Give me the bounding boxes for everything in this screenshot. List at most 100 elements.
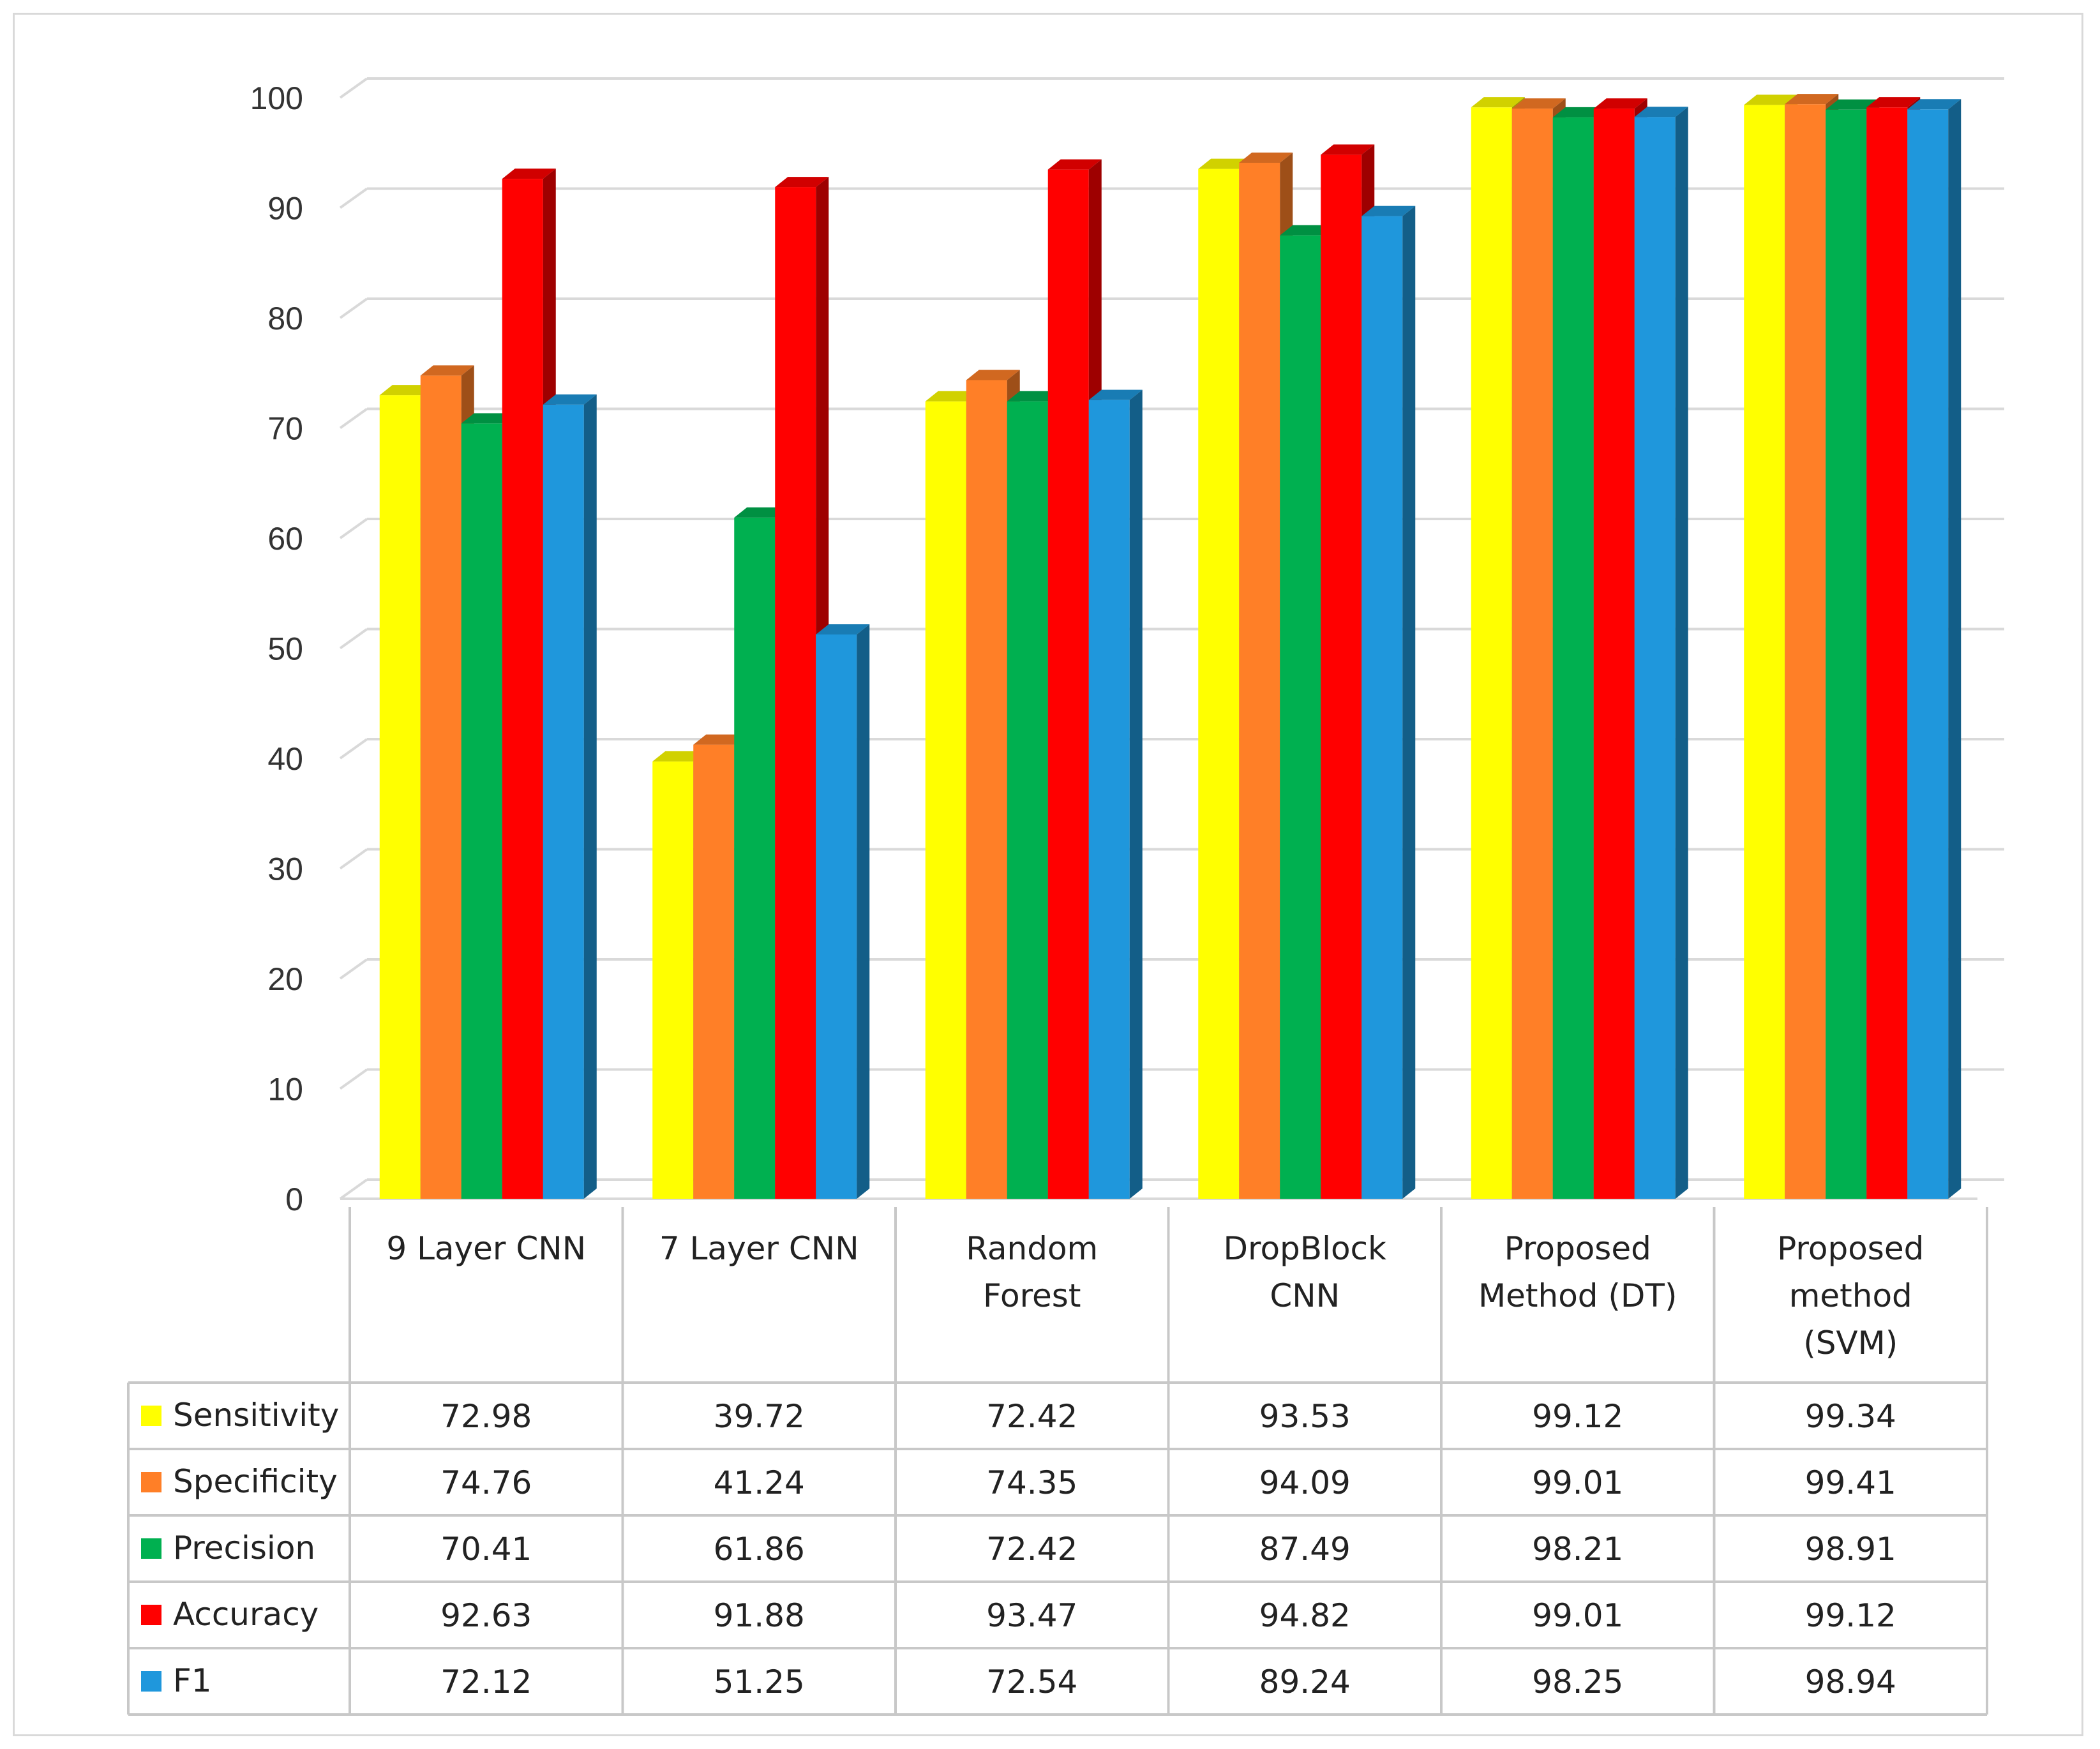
bar xyxy=(1239,152,1293,1199)
bar-top xyxy=(1634,107,1688,117)
bar-front xyxy=(1826,109,1867,1199)
table-cell-value: 99.12 xyxy=(1532,1398,1623,1435)
bar-top xyxy=(1198,158,1252,169)
table-cell-value: 70.41 xyxy=(440,1531,532,1568)
bar-side xyxy=(1402,206,1416,1199)
table-cell-value: 74.35 xyxy=(986,1464,1077,1501)
bar-top xyxy=(1511,98,1566,109)
bar-top xyxy=(1826,99,1880,110)
gridline-side xyxy=(339,1178,368,1200)
bar-top xyxy=(461,413,515,424)
bar-side xyxy=(583,394,597,1199)
table-cell-value: 99.41 xyxy=(1805,1464,1896,1501)
gridline-side xyxy=(339,848,368,870)
bar-front xyxy=(502,179,543,1199)
bar-front xyxy=(1280,235,1321,1199)
bar-top xyxy=(1088,389,1143,400)
table-cell-value: 94.09 xyxy=(1259,1464,1351,1501)
y-tick-label: 60 xyxy=(267,521,303,557)
gridline-side xyxy=(339,738,368,760)
legend-key xyxy=(141,1406,161,1426)
table-cell-value: 94.82 xyxy=(1259,1597,1351,1634)
bar xyxy=(816,624,870,1199)
bar-front xyxy=(1239,162,1280,1199)
table-cell-value: 74.76 xyxy=(440,1464,532,1501)
bar-top xyxy=(1321,144,1375,155)
category-label: Method (DT) xyxy=(1478,1277,1677,1314)
table-cell-value: 98.21 xyxy=(1532,1531,1623,1568)
bar-front xyxy=(734,517,776,1199)
table-cell-value: 89.24 xyxy=(1259,1663,1351,1700)
bar-top xyxy=(652,751,707,762)
y-tick-label: 0 xyxy=(285,1182,303,1217)
bar-front xyxy=(775,187,816,1199)
bar-side xyxy=(1675,107,1688,1199)
category-label: Forest xyxy=(983,1277,1081,1314)
table-cell-value: 99.34 xyxy=(1805,1398,1896,1435)
bar xyxy=(1361,206,1416,1199)
chart-svg: 0 10 20 30 40 50 60 70 80 90 100 9 Layer CNN 7 Laye… xyxy=(127,77,2004,1716)
y-tick-label: 80 xyxy=(267,301,303,336)
table-cell-value: 72.98 xyxy=(440,1398,532,1435)
table-cell-value: 72.12 xyxy=(440,1663,532,1700)
table-cell-value: 98.91 xyxy=(1805,1531,1896,1568)
bar-front xyxy=(1866,107,1908,1199)
bar-top xyxy=(1744,94,1798,105)
bar-top xyxy=(1866,97,1921,108)
y-tick-label: 90 xyxy=(267,191,303,227)
gridline-side xyxy=(339,187,368,209)
series-label: Sensitivity xyxy=(173,1397,339,1434)
gridline-side xyxy=(339,407,368,430)
bar-top xyxy=(1007,391,1061,402)
bar-front xyxy=(1321,154,1362,1199)
bar-front xyxy=(1361,216,1403,1199)
bar-top xyxy=(1280,225,1334,236)
table-cell-value: 99.12 xyxy=(1805,1597,1896,1634)
y-tick-label: 10 xyxy=(267,1072,303,1107)
table-cell-value: 93.47 xyxy=(986,1597,1077,1634)
bar xyxy=(543,394,597,1199)
category-label: 9 Layer CNN xyxy=(386,1230,586,1267)
table-cell-value: 91.88 xyxy=(714,1597,805,1634)
bar-top xyxy=(1361,206,1416,216)
bar-front xyxy=(816,634,857,1199)
bar xyxy=(1088,389,1143,1199)
bar-top xyxy=(775,177,829,188)
bar-top xyxy=(543,394,597,405)
table-cell-value: 51.25 xyxy=(714,1663,805,1700)
bar-side xyxy=(1948,99,1961,1199)
bar-front xyxy=(1047,169,1089,1199)
bar-front xyxy=(543,404,584,1199)
bar-front xyxy=(379,395,421,1199)
table-cell-value: 99.01 xyxy=(1532,1597,1623,1634)
bar-front xyxy=(461,423,502,1199)
y-tick-label: 30 xyxy=(267,852,303,887)
bar xyxy=(1907,99,1961,1199)
table-cell-value: 93.53 xyxy=(1259,1398,1351,1435)
bar-front xyxy=(1511,109,1553,1199)
category-label: 7 Layer CNN xyxy=(659,1230,859,1267)
table-cell-value: 87.49 xyxy=(1259,1531,1351,1568)
bar-front xyxy=(1088,400,1130,1199)
bar-front xyxy=(693,744,735,1199)
bar-top xyxy=(693,734,747,745)
category-label: Proposed xyxy=(1504,1230,1651,1267)
bar-front xyxy=(1593,109,1635,1199)
category-label: Random xyxy=(966,1230,1098,1267)
bar-front xyxy=(1744,105,1785,1199)
axis-layer: 0 10 20 30 40 50 60 70 80 90 100 xyxy=(250,80,303,1217)
gridline-side xyxy=(339,297,368,319)
table-cell-value: 98.94 xyxy=(1805,1663,1896,1700)
table-cell-value: 72.42 xyxy=(986,1398,1077,1435)
table-cell-value: 39.72 xyxy=(714,1398,805,1435)
y-tick-label: 50 xyxy=(267,631,303,667)
bar-front xyxy=(925,401,966,1199)
gridline-side xyxy=(339,518,368,539)
category-label: method xyxy=(1789,1277,1912,1314)
table-cell-value: 92.63 xyxy=(440,1597,532,1634)
bar-top xyxy=(925,391,979,402)
gridline-side xyxy=(339,1068,368,1090)
series-label: Precision xyxy=(173,1529,315,1566)
bar-front xyxy=(1471,107,1512,1199)
bar-top xyxy=(966,370,1020,380)
